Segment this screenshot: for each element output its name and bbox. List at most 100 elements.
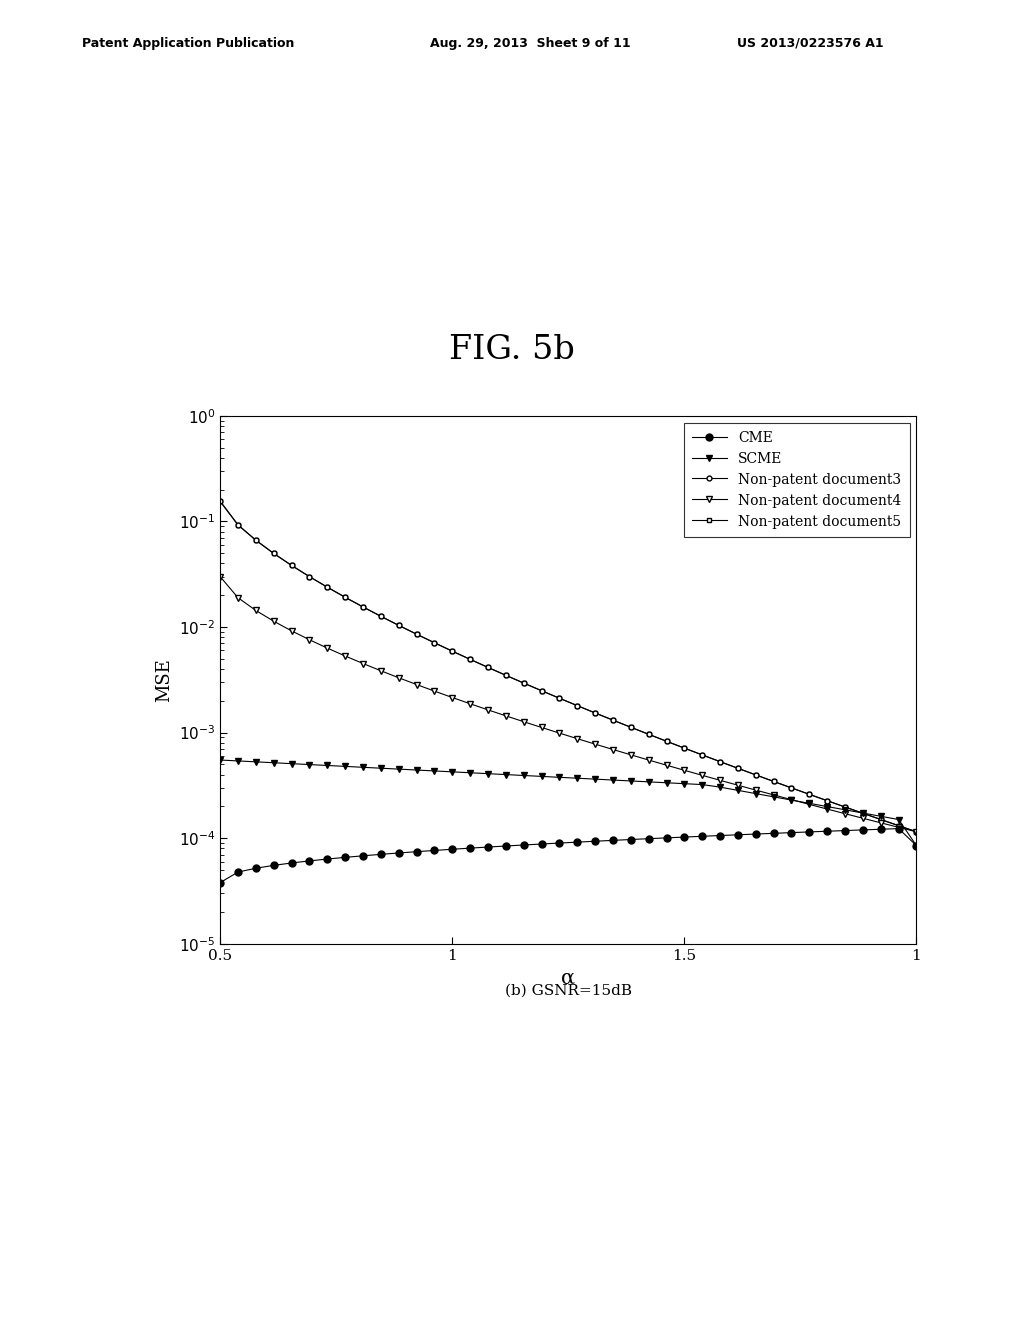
Non-patent document4 [839, 805, 851, 821]
Text: (b) GSNR=15dB: (b) GSNR=15dB [505, 983, 632, 998]
Non-patent document4 [732, 777, 744, 793]
CME [500, 838, 512, 854]
Non-patent document5 [910, 824, 923, 840]
Non-patent document3 [874, 812, 887, 828]
Non-patent document5 [411, 626, 423, 642]
SCME [286, 756, 298, 772]
Non-patent document5 [732, 760, 744, 776]
Non-patent document3 [785, 780, 798, 796]
SCME [678, 776, 690, 792]
Non-patent document5 [392, 618, 404, 634]
Non-patent document4 [517, 714, 529, 730]
CME [642, 830, 654, 846]
Non-patent document4 [375, 663, 387, 678]
Non-patent document3 [411, 626, 423, 642]
CME [214, 875, 226, 891]
SCME [625, 774, 637, 789]
SCME [446, 764, 459, 780]
CME [375, 846, 387, 862]
Non-patent document4 [910, 824, 923, 840]
Legend: CME, SCME, Non-patent document3, Non-patent document4, Non-patent document5: CME, SCME, Non-patent document3, Non-pat… [684, 422, 909, 537]
Non-patent document3 [696, 747, 709, 763]
Non-patent document3 [910, 824, 923, 840]
Non-patent document5 [267, 545, 280, 561]
Non-patent document5 [214, 494, 226, 510]
Non-patent document3 [322, 579, 334, 595]
Non-patent document5 [750, 767, 762, 783]
Line: Non-patent document4: Non-patent document4 [217, 574, 920, 834]
CME [660, 830, 673, 846]
Non-patent document5 [607, 713, 620, 729]
CME [482, 840, 495, 855]
Non-patent document4 [821, 801, 834, 817]
Non-patent document4 [714, 772, 726, 788]
Non-patent document4 [303, 632, 315, 648]
CME [750, 826, 762, 842]
Y-axis label: MSE: MSE [155, 657, 173, 702]
Non-patent document3 [857, 805, 869, 821]
Non-patent document3 [446, 643, 459, 659]
Non-patent document4 [214, 569, 226, 585]
Non-patent document4 [482, 702, 495, 718]
CME [910, 838, 923, 854]
Non-patent document4 [553, 725, 565, 741]
Non-patent document3 [375, 609, 387, 624]
CME [625, 832, 637, 847]
SCME [660, 775, 673, 791]
Non-patent document5 [286, 557, 298, 573]
Non-patent document5 [660, 734, 673, 750]
SCME [821, 799, 834, 814]
Non-patent document3 [250, 532, 262, 548]
CME [874, 821, 887, 837]
Non-patent document5 [625, 719, 637, 735]
Non-patent document5 [803, 787, 815, 803]
Non-patent document4 [857, 810, 869, 826]
Non-patent document4 [678, 763, 690, 779]
SCME [696, 776, 709, 792]
Non-patent document5 [536, 682, 548, 698]
SCME [714, 779, 726, 795]
CME [821, 824, 834, 840]
SCME [214, 752, 226, 768]
CME [607, 833, 620, 849]
SCME [231, 752, 244, 768]
Non-patent document4 [803, 796, 815, 812]
Non-patent document4 [267, 614, 280, 630]
Non-patent document4 [428, 684, 440, 700]
Text: Aug. 29, 2013  Sheet 9 of 11: Aug. 29, 2013 Sheet 9 of 11 [430, 37, 631, 50]
CME [517, 837, 529, 853]
Non-patent document3 [750, 767, 762, 783]
Non-patent document5 [821, 793, 834, 809]
CME [589, 833, 601, 849]
Non-patent document4 [589, 737, 601, 752]
X-axis label: α: α [561, 968, 575, 987]
CME [250, 861, 262, 876]
Non-patent document3 [803, 787, 815, 803]
Non-patent document4 [874, 814, 887, 830]
CME [303, 853, 315, 869]
Non-patent document5 [231, 517, 244, 533]
Non-patent document5 [356, 599, 369, 615]
CME [696, 829, 709, 845]
Non-patent document4 [785, 792, 798, 808]
Non-patent document3 [625, 719, 637, 735]
Non-patent document3 [714, 754, 726, 770]
Non-patent document3 [821, 793, 834, 809]
Non-patent document4 [660, 758, 673, 774]
Text: FIG. 5b: FIG. 5b [450, 334, 574, 366]
SCME [785, 792, 798, 808]
SCME [500, 767, 512, 783]
Non-patent document5 [857, 805, 869, 821]
Non-patent document3 [482, 660, 495, 676]
Non-patent document5 [696, 747, 709, 763]
CME [571, 834, 584, 850]
SCME [750, 785, 762, 801]
Non-patent document5 [250, 532, 262, 548]
Non-patent document4 [231, 590, 244, 606]
Non-patent document5 [464, 652, 476, 668]
CME [356, 847, 369, 863]
SCME [553, 770, 565, 785]
SCME [303, 756, 315, 772]
Non-patent document4 [339, 648, 351, 664]
Line: CME: CME [217, 825, 920, 886]
